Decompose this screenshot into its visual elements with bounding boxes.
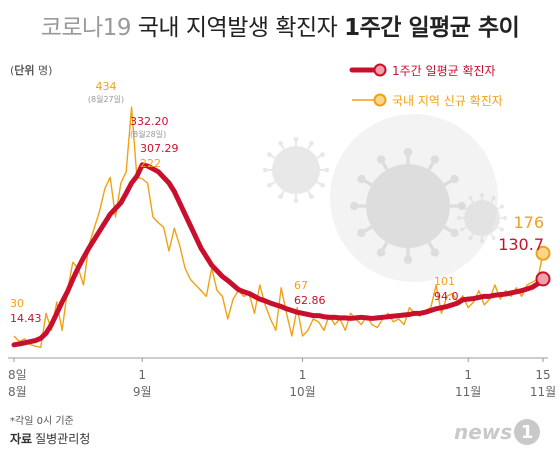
data-label-avg: 14.43: [10, 312, 42, 325]
x-tick-label-top: 8일: [8, 368, 27, 382]
x-tick-label-bottom: 11월: [455, 385, 481, 399]
legend-marker-avg: [373, 63, 387, 77]
data-label-avg: 62.86: [294, 294, 326, 307]
data-label-daily: 222: [140, 157, 161, 170]
legend-label-daily: 국내 지역 신규 확진자: [392, 94, 503, 108]
x-tick-label-top: 1: [464, 368, 472, 382]
page-title: 코로나19 국내 지역발생 확진자 1주간 일평균 추이: [0, 0, 560, 50]
series-line-avg: [11, 162, 546, 348]
data-label-daily: 307.29: [140, 142, 179, 155]
source-label: 자료: [10, 432, 33, 446]
x-tick-label-top: 1: [138, 368, 146, 382]
footnote: *각일 0시 기준: [10, 416, 74, 427]
x-tick-label-bottom: 9월: [133, 385, 152, 399]
virus-decor-small: [456, 192, 508, 244]
data-label-daily-note: (8월27일): [88, 94, 124, 104]
legend-label-avg: 1주간 일평균 확진자: [392, 64, 496, 78]
x-tick-label-bottom: 10월: [289, 385, 315, 399]
data-label-avg: 332.20: [130, 115, 169, 128]
data-label-avg: 130.7: [498, 235, 544, 254]
title-part-2: 국내 지역발생 확진자: [137, 15, 338, 41]
x-tick-label-top: 15: [535, 368, 550, 382]
virus-decor-medium: [262, 136, 330, 204]
title-part-1: 코로나19: [40, 15, 132, 41]
data-label-avg: 94.0: [434, 290, 459, 303]
source-credit: 자료 질병관리청: [10, 430, 90, 447]
source-value: 질병관리청: [35, 432, 91, 446]
news1-logo-mark: 1: [514, 419, 541, 445]
x-tick-label-top: 1: [299, 368, 307, 382]
data-label-daily: 67: [294, 279, 308, 292]
data-label-daily: 434: [96, 80, 117, 93]
x-tick-label-bottom: 8월: [8, 385, 27, 399]
data-label-daily: 176: [513, 213, 544, 232]
virus-decor-large: [350, 148, 466, 264]
title-part-3: 1주간 일평균 추이: [344, 15, 520, 41]
news1-logo-word: news: [454, 420, 513, 444]
legend-marker-daily: [373, 93, 387, 107]
data-label-daily: 101: [434, 275, 455, 288]
avg-end-point: [535, 271, 551, 287]
unit-label: (단위 명): [10, 63, 52, 77]
data-label-avg-note: (8월28일): [130, 129, 166, 139]
series-line-daily: [13, 106, 544, 349]
line-chart: (단위 명)8일8월19월110월111월1511월3014.43434(8월2…: [8, 63, 556, 399]
news1-logo: news 1: [454, 419, 541, 445]
daily-end-point: [535, 245, 551, 261]
data-label-daily: 30: [10, 297, 24, 310]
x-tick-label-bottom: 11월: [530, 385, 556, 399]
